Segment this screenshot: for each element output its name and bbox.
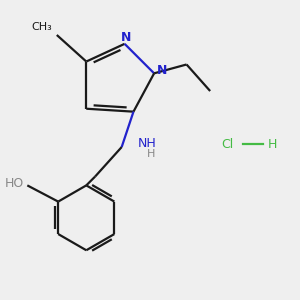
Text: N: N — [157, 64, 168, 77]
Text: H: H — [147, 148, 155, 158]
Text: N: N — [121, 31, 131, 44]
Text: HO: HO — [5, 177, 24, 190]
Text: H: H — [267, 138, 277, 151]
Text: NH: NH — [138, 137, 157, 150]
Text: Cl: Cl — [222, 138, 234, 151]
Text: CH₃: CH₃ — [32, 22, 52, 32]
